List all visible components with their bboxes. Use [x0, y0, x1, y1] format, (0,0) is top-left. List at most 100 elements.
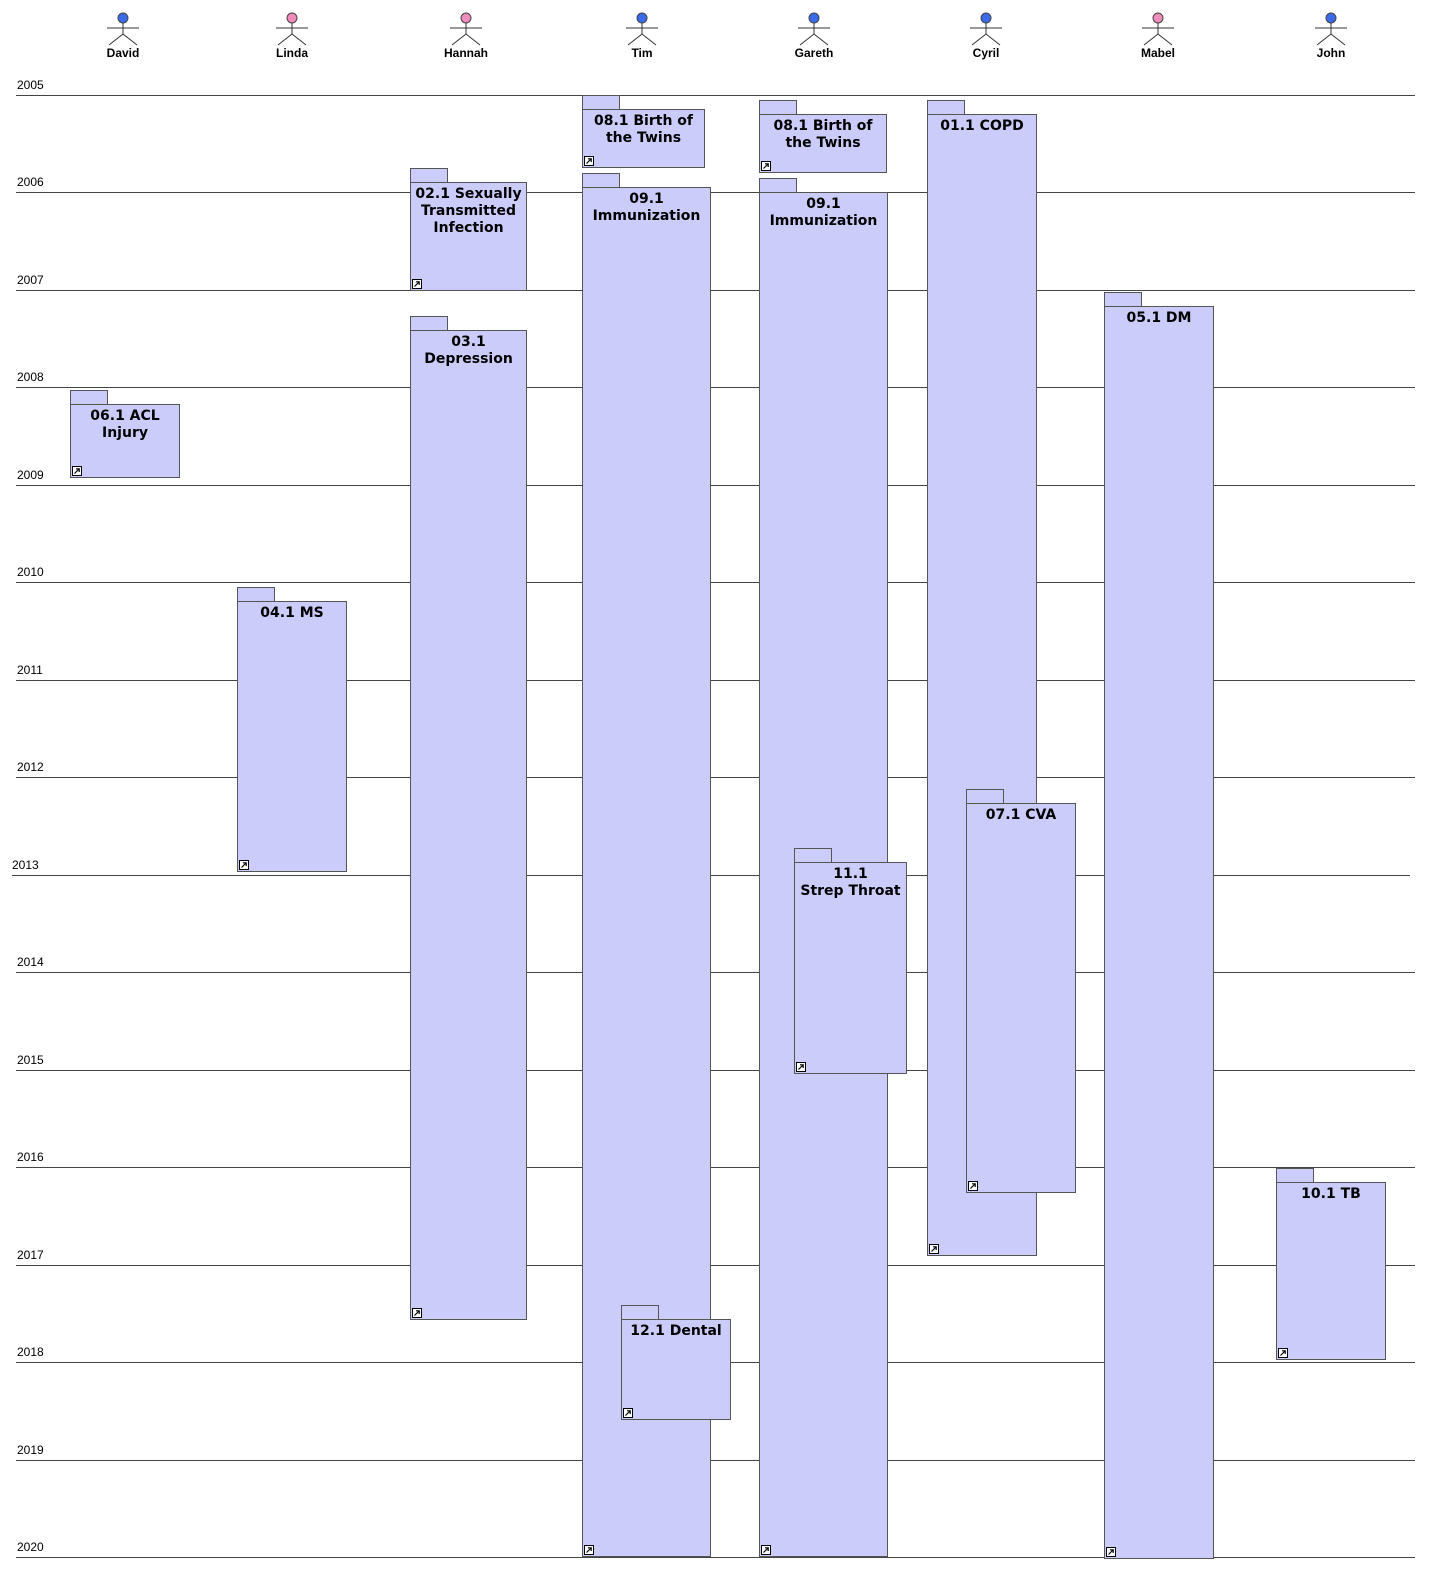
- package-tab: [927, 100, 965, 114]
- package-body: 11.1 Strep Throat: [794, 862, 907, 1074]
- year-label-2013: 2013: [12, 858, 39, 872]
- year-line-2016: [16, 1167, 1415, 1168]
- link-icon[interactable]: [72, 466, 82, 476]
- package-body: 12.1 Dental: [621, 1319, 731, 1420]
- actor-name: Gareth: [794, 46, 834, 60]
- condition-package[interactable]: 04.1 MS: [237, 587, 347, 872]
- package-body: 06.1 ACL Injury: [70, 404, 180, 478]
- stick-figure-icon: [1315, 12, 1347, 46]
- package-label: 08.1 Birth of the Twins: [593, 113, 694, 146]
- actor-hannah: Hannah: [436, 12, 496, 60]
- package-label: 10.1 TB: [1301, 1186, 1361, 1202]
- condition-package[interactable]: 06.1 ACL Injury: [70, 390, 180, 478]
- year-label-2017: 2017: [17, 1248, 44, 1262]
- package-label: 08.1 Birth of the Twins: [773, 118, 873, 151]
- package-label: 09.1 Immunization: [592, 191, 701, 224]
- link-icon[interactable]: [796, 1062, 806, 1072]
- link-icon[interactable]: [968, 1181, 978, 1191]
- year-line-2015: [16, 1070, 1415, 1071]
- package-body: 05.1 DM: [1104, 306, 1214, 1559]
- package-tab: [1276, 1168, 1314, 1182]
- package-label: 07.1 CVA: [985, 807, 1057, 823]
- actor-name: Cyril: [972, 46, 1000, 60]
- condition-package[interactable]: 02.1 Sexually Transmitted Infection: [410, 168, 527, 291]
- year-line-2017: [16, 1265, 1415, 1266]
- link-icon[interactable]: [761, 1545, 771, 1555]
- link-icon[interactable]: [761, 161, 771, 171]
- actor-name: John: [1316, 46, 1346, 60]
- package-label: 11.1 Strep Throat: [800, 866, 901, 899]
- condition-package[interactable]: 10.1 TB: [1276, 1168, 1386, 1360]
- package-tab: [759, 178, 797, 192]
- link-icon[interactable]: [623, 1408, 633, 1418]
- package-label: 12.1 Dental: [630, 1323, 722, 1339]
- year-line-2006: [16, 192, 1415, 193]
- year-label-2006: 2006: [17, 175, 44, 189]
- package-tab: [410, 168, 448, 182]
- condition-package[interactable]: 11.1 Strep Throat: [794, 848, 907, 1074]
- package-body: 02.1 Sexually Transmitted Infection: [410, 182, 527, 291]
- year-line-2020: [16, 1557, 1415, 1558]
- package-tab: [794, 848, 832, 862]
- condition-package[interactable]: 03.1 Depression: [410, 316, 527, 1320]
- year-label-2012: 2012: [17, 760, 44, 774]
- actor-mabel: Mabel: [1128, 12, 1188, 60]
- year-line-2008: [16, 387, 1415, 388]
- stick-figure-icon: [276, 12, 308, 46]
- package-tab: [759, 100, 797, 114]
- package-tab: [237, 587, 275, 601]
- link-icon[interactable]: [412, 1308, 422, 1318]
- condition-package[interactable]: 08.1 Birth of the Twins: [582, 95, 705, 168]
- link-icon[interactable]: [584, 156, 594, 166]
- package-body: 07.1 CVA: [966, 803, 1076, 1193]
- year-line-2009: [16, 485, 1415, 486]
- package-tab: [582, 95, 620, 109]
- year-label-2020: 2020: [17, 1540, 44, 1554]
- actor-linda: Linda: [262, 12, 322, 60]
- actor-tim: Tim: [612, 12, 672, 60]
- link-icon[interactable]: [1278, 1348, 1288, 1358]
- year-label-2014: 2014: [17, 955, 44, 969]
- package-tab: [621, 1305, 659, 1319]
- package-tab: [1104, 292, 1142, 306]
- actor-name: Linda: [276, 46, 308, 60]
- actor-david: David: [93, 12, 153, 60]
- stick-figure-icon: [798, 12, 830, 46]
- package-label: 09.1 Immunization: [769, 196, 878, 229]
- year-label-2015: 2015: [17, 1053, 44, 1067]
- actor-john: John: [1301, 12, 1361, 60]
- year-label-2009: 2009: [17, 468, 44, 482]
- stick-figure-icon: [970, 12, 1002, 46]
- year-label-2016: 2016: [17, 1150, 44, 1164]
- year-label-2011: 2011: [17, 663, 43, 677]
- actor-name: Mabel: [1140, 46, 1175, 60]
- year-line-2010: [16, 582, 1415, 583]
- link-icon[interactable]: [929, 1244, 939, 1254]
- year-line-2012: [16, 777, 1415, 778]
- package-label: 02.1 Sexually Transmitted Infection: [415, 186, 522, 236]
- package-body: 08.1 Birth of the Twins: [759, 114, 887, 173]
- link-icon[interactable]: [584, 1545, 594, 1555]
- package-label: 03.1 Depression: [424, 334, 513, 367]
- actor-name: Tim: [631, 46, 653, 60]
- year-line-2014: [16, 972, 1415, 973]
- year-label-2005: 2005: [17, 78, 44, 92]
- year-label-2008: 2008: [17, 370, 44, 384]
- package-body: 08.1 Birth of the Twins: [582, 109, 705, 168]
- actor-gareth: Gareth: [784, 12, 844, 60]
- link-icon[interactable]: [239, 860, 249, 870]
- condition-package[interactable]: 12.1 Dental: [621, 1305, 731, 1420]
- year-label-2018: 2018: [17, 1345, 44, 1359]
- package-body: 04.1 MS: [237, 601, 347, 872]
- link-icon[interactable]: [1106, 1547, 1116, 1557]
- condition-package[interactable]: 05.1 DM: [1104, 292, 1214, 1559]
- condition-package[interactable]: 07.1 CVA: [966, 789, 1076, 1193]
- package-body: 10.1 TB: [1276, 1182, 1386, 1360]
- condition-package[interactable]: 08.1 Birth of the Twins: [759, 100, 887, 173]
- link-icon[interactable]: [412, 279, 422, 289]
- package-body: 03.1 Depression: [410, 330, 527, 1320]
- package-tab: [582, 173, 620, 187]
- year-line-2007: [16, 290, 1415, 291]
- package-label: 05.1 DM: [1126, 310, 1192, 326]
